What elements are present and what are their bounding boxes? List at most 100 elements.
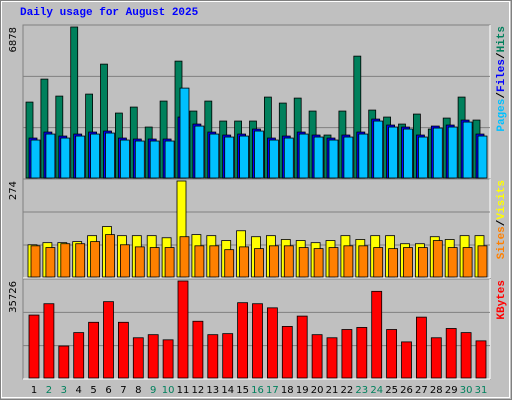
legend-entry: Hits [496, 26, 508, 52]
bar [254, 130, 264, 179]
bar [388, 126, 399, 179]
bar [224, 249, 235, 278]
bar [358, 133, 369, 179]
bar [475, 340, 487, 379]
bar [60, 137, 71, 179]
bar [222, 333, 234, 379]
bar [388, 248, 399, 278]
bar [283, 245, 294, 278]
x-tick-label: 15 [236, 385, 249, 396]
bar [432, 127, 443, 179]
bar [403, 247, 413, 278]
bar [194, 125, 205, 179]
x-tick-label: 4 [76, 385, 82, 396]
x-tick-label: 1 [31, 385, 37, 396]
x-tick-label: 17 [266, 385, 279, 396]
legend-entry: Sites [496, 226, 508, 259]
x-tick-label: 9 [150, 385, 156, 396]
bar [73, 332, 85, 379]
bar [105, 132, 115, 179]
bar [162, 339, 174, 379]
bar [90, 241, 100, 278]
bar [373, 247, 384, 278]
bar [268, 245, 279, 278]
bar [224, 136, 235, 179]
bar [313, 136, 324, 179]
bar [401, 341, 412, 379]
x-tick-label: 16 [251, 385, 264, 396]
bar [462, 121, 473, 179]
bar [311, 334, 323, 379]
x-tick-label: 7 [120, 385, 126, 396]
bar [209, 133, 220, 179]
bar [164, 247, 175, 278]
x-tick-label: 25 [385, 385, 398, 396]
bar [120, 244, 130, 278]
legend-entry: KBytes [496, 280, 508, 320]
bar [132, 337, 144, 379]
bar [194, 245, 205, 278]
bar [75, 135, 86, 179]
bar [415, 316, 427, 379]
bar [147, 334, 159, 379]
x-tick-label: 28 [430, 385, 443, 396]
bar [417, 247, 428, 278]
x-tick-label: 14 [221, 385, 234, 396]
bar [326, 337, 338, 379]
bar [281, 326, 293, 379]
legend: Pages/Files/Hits [496, 26, 508, 132]
x-tick-label: 21 [326, 385, 339, 396]
bar [252, 303, 263, 379]
bar [356, 327, 368, 379]
y-tick-label: 6878 [8, 27, 19, 52]
x-tick-label: 13 [206, 385, 219, 396]
bar [298, 133, 309, 179]
bar [254, 248, 264, 278]
legend-entry: Visits [496, 180, 508, 220]
y-tick-label: 274 [8, 181, 19, 200]
legend-separator: / [496, 219, 508, 226]
x-tick-label: 10 [162, 385, 175, 396]
x-tick-label: 31 [475, 385, 488, 396]
x-tick-label: 29 [445, 385, 458, 396]
bar [328, 139, 339, 179]
bar [134, 140, 145, 179]
bar [341, 329, 353, 379]
bar [149, 247, 160, 278]
x-tick-label: 18 [281, 385, 294, 396]
legend-separator: / [496, 52, 508, 59]
bar [445, 328, 457, 379]
legend: KBytes [496, 280, 508, 320]
bar [432, 240, 443, 278]
x-tick-label: 22 [341, 385, 354, 396]
bar [343, 136, 354, 179]
x-tick-label: 30 [460, 385, 473, 396]
bar [120, 139, 130, 179]
bar [28, 314, 40, 379]
bar [30, 245, 41, 278]
bar [477, 245, 488, 278]
bar [60, 243, 71, 278]
bar [149, 140, 160, 179]
bar [298, 247, 309, 278]
bar [45, 133, 56, 179]
bar [268, 139, 279, 179]
bar [192, 320, 204, 379]
bar [447, 247, 458, 278]
bar [179, 87, 190, 179]
bar [343, 245, 354, 278]
bar [447, 126, 458, 179]
bar [75, 243, 86, 278]
x-tick-label: 5 [90, 385, 96, 396]
y-tick-label: 35726 [8, 281, 19, 313]
bar [118, 321, 129, 379]
x-tick-label: 20 [311, 385, 324, 396]
bar [45, 247, 56, 278]
x-tick-label: 27 [415, 385, 428, 396]
bar [460, 332, 472, 379]
bar [403, 128, 413, 179]
x-tick-label: 6 [105, 385, 111, 396]
bar [30, 139, 41, 179]
